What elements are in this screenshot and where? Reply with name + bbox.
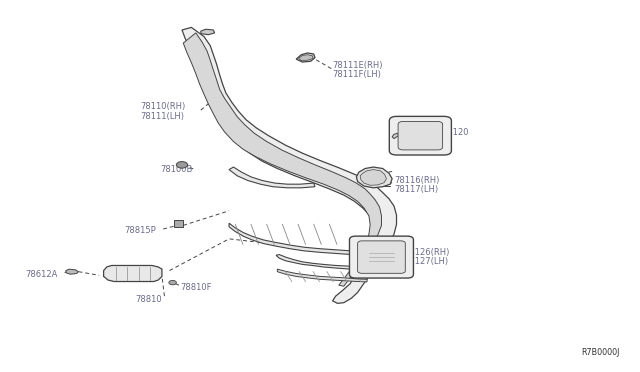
FancyBboxPatch shape: [389, 116, 451, 155]
Text: 78116(RH): 78116(RH): [394, 176, 440, 185]
Polygon shape: [182, 28, 397, 304]
Polygon shape: [66, 269, 79, 274]
Polygon shape: [276, 254, 367, 270]
Polygon shape: [277, 269, 367, 282]
Text: 78612A: 78612A: [25, 270, 58, 279]
Text: 78120: 78120: [442, 128, 469, 137]
Polygon shape: [104, 266, 162, 282]
Polygon shape: [229, 223, 361, 254]
Text: 78111(LH): 78111(LH): [140, 112, 184, 121]
Text: 78110(RH): 78110(RH): [140, 102, 185, 111]
Bar: [175, 220, 183, 227]
Polygon shape: [392, 133, 398, 139]
Polygon shape: [360, 170, 387, 185]
Circle shape: [177, 161, 188, 168]
Polygon shape: [201, 29, 214, 35]
Text: R7B0000J: R7B0000J: [581, 348, 620, 357]
FancyBboxPatch shape: [398, 122, 443, 150]
Text: 78111F(LH): 78111F(LH): [333, 70, 381, 79]
Text: 78127(LH): 78127(LH): [404, 257, 449, 266]
FancyBboxPatch shape: [358, 241, 405, 273]
Text: 78126(RH): 78126(RH): [404, 248, 450, 257]
Text: 78815P: 78815P: [124, 226, 156, 235]
Text: 78810: 78810: [135, 295, 162, 304]
FancyBboxPatch shape: [349, 236, 413, 278]
Polygon shape: [183, 33, 381, 286]
Text: 78111E(RH): 78111E(RH): [333, 61, 383, 70]
Text: 78810F: 78810F: [180, 283, 212, 292]
Text: 78100B: 78100B: [160, 165, 193, 174]
Text: 78117(LH): 78117(LH): [394, 185, 438, 194]
Circle shape: [169, 280, 177, 285]
Polygon shape: [229, 167, 315, 188]
Polygon shape: [356, 167, 392, 188]
Polygon shape: [296, 53, 315, 62]
Polygon shape: [299, 55, 313, 61]
